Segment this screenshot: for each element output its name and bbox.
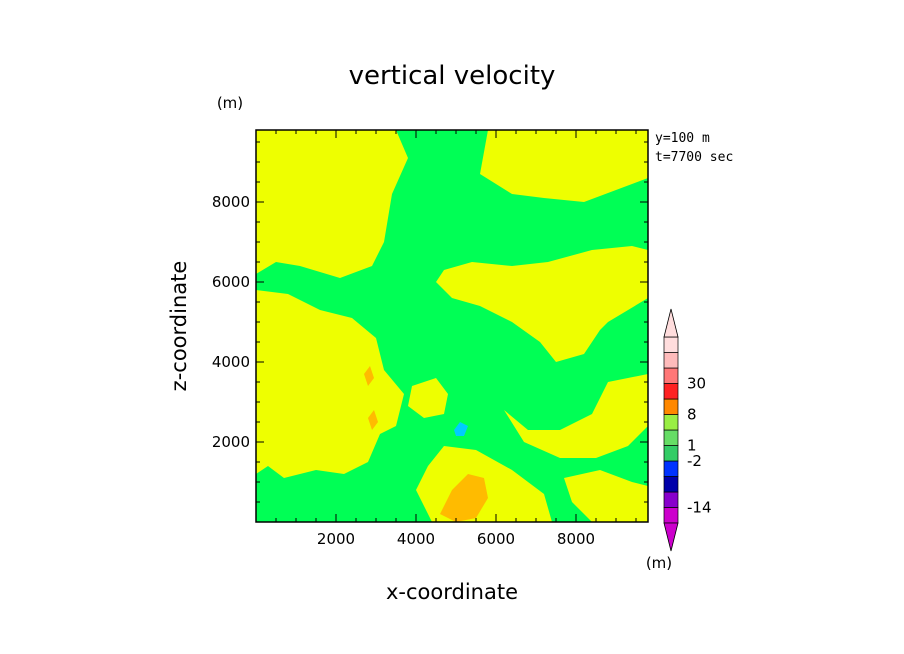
- contour-region-yellow-8: [564, 470, 648, 522]
- info-line-y: y=100 m: [655, 131, 710, 146]
- x-tick-label: 8000: [557, 530, 595, 548]
- y-axis-label: z-coordinate: [167, 261, 191, 392]
- colorbar-units-label: (m): [646, 554, 672, 572]
- colorbar-segment: [663, 491, 679, 508]
- colorbar-segment: [663, 336, 679, 353]
- contour-regions: [256, 130, 648, 522]
- colorbar-segment: [663, 476, 679, 493]
- colorbar-tick-label: 1: [687, 437, 697, 455]
- colorbar-segment: [663, 414, 679, 431]
- colorbar-tick-label: -2: [687, 452, 702, 470]
- contour-region-yellow-5: [504, 374, 648, 458]
- y-tick-label: 6000: [212, 273, 250, 291]
- contour-region-orange-1: [440, 474, 488, 522]
- x-tick-label: 6000: [477, 530, 515, 548]
- contour-region-yellow-4: [256, 290, 404, 478]
- axis-ticks: 2000 4000 6000 8000 2000 4000 6000 8000: [212, 130, 648, 548]
- colorbar-bottom-arrow: [663, 522, 679, 552]
- contour-region-yellow-3: [436, 246, 648, 362]
- colorbar-tick-label: 8: [687, 406, 697, 424]
- x-tick-label: 4000: [397, 530, 435, 548]
- colorbar-segment: [663, 507, 679, 524]
- y-axis-units-label: (m): [217, 94, 243, 112]
- colorbar-segment: [663, 445, 679, 462]
- contour-region-orange-2: [364, 366, 374, 386]
- colorbar-tick-label: 30: [687, 375, 706, 393]
- colorbar-segment: [663, 398, 679, 415]
- chart-title: vertical velocity: [349, 61, 556, 91]
- contour-region-yellow-1: [256, 130, 408, 278]
- colorbar-tick-label: -14: [687, 499, 712, 517]
- y-tick-label: 2000: [212, 433, 250, 451]
- y-tick-label: 4000: [212, 353, 250, 371]
- colorbar-segment: [663, 429, 679, 446]
- colorbar-segment: [663, 460, 679, 477]
- colorbar-segment: [663, 352, 679, 369]
- contour-region-orange-3: [368, 410, 378, 430]
- contour-region-cyan-1: [454, 422, 468, 436]
- info-line-t: t=7700 sec: [655, 150, 733, 165]
- y-tick-label: 8000: [212, 193, 250, 211]
- colorbar-segment: [663, 383, 679, 400]
- x-tick-label: 2000: [317, 530, 355, 548]
- contour-region-yellow-7: [408, 378, 448, 418]
- x-axis-label: x-coordinate: [386, 580, 518, 604]
- plot-area: 2000 4000 6000 8000 2000 4000 6000 8000: [212, 129, 649, 548]
- contour-region-yellow-2: [480, 130, 648, 202]
- plot-frame: [255, 129, 649, 523]
- colorbar: 30 8 1-2 -14: [663, 308, 712, 552]
- colorbar-top-arrow: [663, 308, 679, 338]
- colorbar-segment: [663, 367, 679, 384]
